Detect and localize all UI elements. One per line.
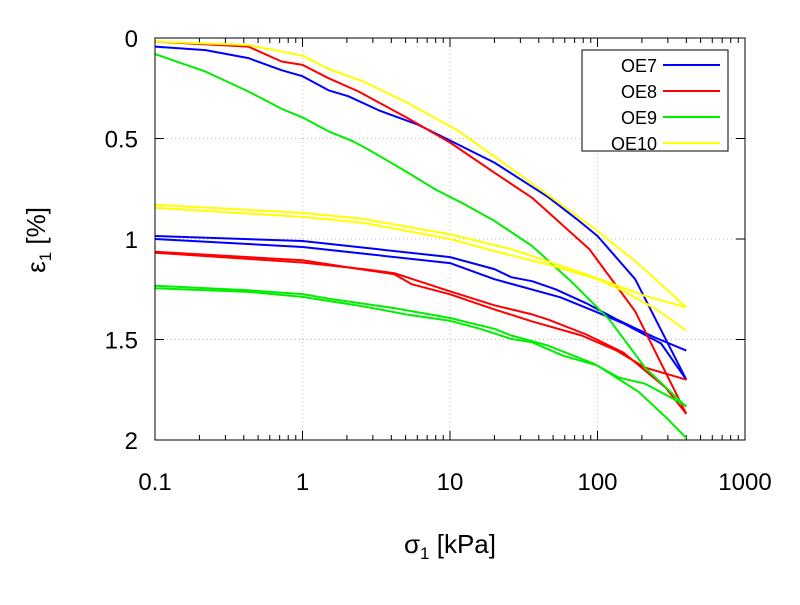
series-oe8 bbox=[154, 40, 688, 415]
y-tick-label: 0.5 bbox=[105, 127, 138, 154]
legend-label: OE8 bbox=[621, 82, 657, 102]
tick-labels: 0.1 1 10 100 1000 0 0.5 1 1.5 2 bbox=[105, 26, 772, 496]
x-axis-label: σ1 [kPa] bbox=[404, 529, 496, 563]
series-oe7-line bbox=[154, 45, 688, 381]
plot-frame bbox=[154, 37, 746, 441]
y-tick-label: 2 bbox=[125, 428, 138, 455]
legend-label: OE10 bbox=[611, 134, 657, 154]
x-tick-label: 1000 bbox=[718, 469, 771, 496]
series-oe8-line bbox=[154, 40, 688, 415]
x-tick-label: 10 bbox=[437, 469, 464, 496]
y-tick-label: 1.5 bbox=[105, 328, 138, 355]
series-oe9-line bbox=[154, 53, 687, 408]
series-oe7-line bbox=[154, 238, 688, 381]
y-tick-label: 1 bbox=[125, 227, 138, 254]
series-oe8-line bbox=[154, 251, 688, 415]
series-oe10-line bbox=[154, 203, 687, 309]
series-oe10-line bbox=[154, 40, 687, 309]
y-axis-label: ε1 [%] bbox=[21, 207, 55, 273]
legend-box bbox=[581, 49, 729, 152]
series-oe9 bbox=[154, 53, 688, 439]
x-tick-label: 1 bbox=[296, 469, 309, 496]
series-oe7-line bbox=[154, 235, 687, 352]
series-oe10-line bbox=[154, 206, 687, 332]
plot-curves bbox=[154, 40, 688, 439]
legend-label: OE9 bbox=[621, 108, 657, 128]
series-oe9-line bbox=[154, 284, 687, 407]
legend: OE7 OE8 OE9 OE10 bbox=[581, 49, 729, 154]
legend-label: OE7 bbox=[621, 56, 657, 76]
series-oe9-line bbox=[154, 287, 688, 439]
series-oe10 bbox=[154, 40, 687, 332]
x-tick-label: 0.1 bbox=[138, 469, 171, 496]
y-tick-label: 0 bbox=[125, 26, 138, 53]
x-tick-label: 100 bbox=[577, 469, 617, 496]
